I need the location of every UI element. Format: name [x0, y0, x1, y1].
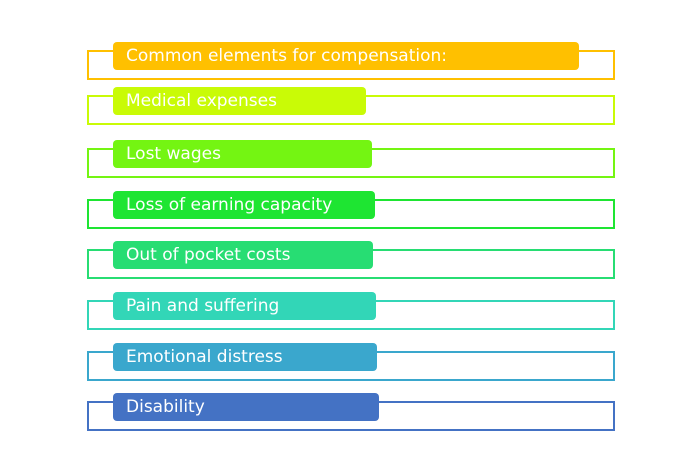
item-label: Disability: [126, 397, 205, 417]
item-label-box: Disability: [113, 393, 379, 421]
item-row: Loss of earning capacity: [87, 191, 615, 239]
item-label-box: Pain and suffering: [113, 292, 376, 320]
item-label: Emotional distress: [126, 347, 283, 367]
item-row: Pain and suffering: [87, 292, 615, 340]
item-label: Out of pocket costs: [126, 245, 291, 265]
item-label: Loss of earning capacity: [126, 195, 333, 215]
item-label: Pain and suffering: [126, 296, 280, 316]
item-label-box: Lost wages: [113, 140, 372, 168]
item-row: Common elements for compensation:: [87, 42, 615, 90]
item-label: Common elements for compensation:: [126, 46, 448, 66]
item-label: Lost wages: [126, 144, 221, 164]
item-label-box: Medical expenses: [113, 87, 366, 115]
item-row: Medical expenses: [87, 87, 615, 135]
item-row: Lost wages: [87, 140, 615, 188]
item-label-box: Loss of earning capacity: [113, 191, 375, 219]
item-label: Medical expenses: [126, 91, 277, 111]
item-row: Emotional distress: [87, 343, 615, 391]
item-row: Out of pocket costs: [87, 241, 615, 289]
item-label-box: Emotional distress: [113, 343, 377, 371]
item-label-box: Common elements for compensation:: [113, 42, 579, 70]
item-row: Disability: [87, 393, 615, 441]
item-label-box: Out of pocket costs: [113, 241, 373, 269]
